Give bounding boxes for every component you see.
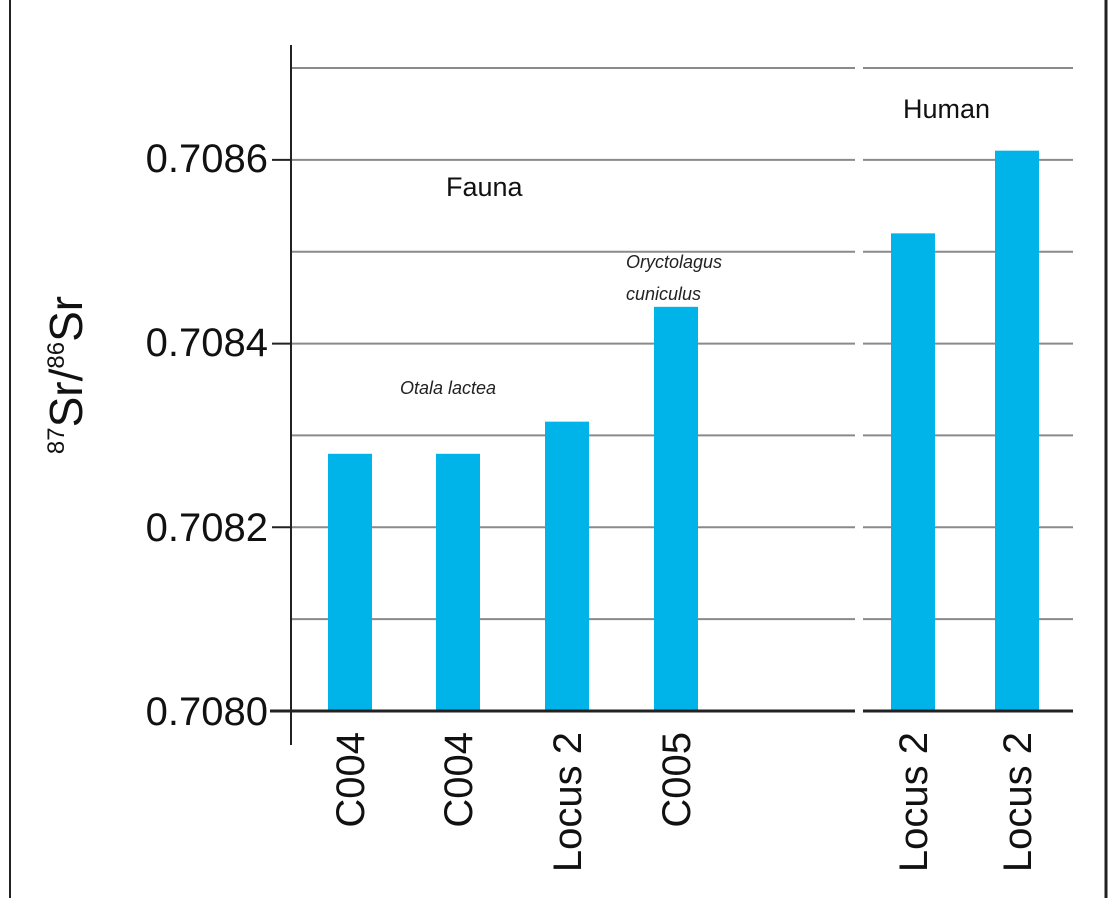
y-axis-label-sup-86: 86 bbox=[43, 342, 70, 369]
x-tick-label: C004 bbox=[329, 732, 373, 828]
x-tick-label: C005 bbox=[655, 732, 699, 828]
group-label-human: Human bbox=[903, 94, 990, 124]
x-tick-labels: C004 C004 Locus 2 C005 Locus 2 Locus 2 bbox=[329, 732, 1040, 872]
y-axis-label-sr-2: Sr bbox=[40, 296, 92, 342]
y-axis-label: 87Sr/86Sr bbox=[40, 296, 92, 454]
bar bbox=[654, 306, 698, 711]
y-axis-label-sup-87: 87 bbox=[43, 427, 70, 454]
y-tick-label: 0.7084 bbox=[146, 321, 268, 365]
y-tick-labels: 0.7080 0.7082 0.7084 0.7086 bbox=[146, 137, 268, 734]
x-tick-label: Locus 2 bbox=[892, 732, 936, 872]
x-tick-label: C004 bbox=[437, 732, 481, 828]
annotation-oryctolagus-line1: Oryctolagus bbox=[626, 252, 722, 272]
group-label-fauna: Fauna bbox=[446, 172, 524, 202]
annotation-otala-lactea: Otala lactea bbox=[400, 378, 496, 398]
x-tick-label: Locus 2 bbox=[996, 732, 1040, 872]
bar bbox=[436, 453, 480, 711]
bar bbox=[995, 150, 1039, 711]
annotation-oryctolagus-line2: cuniculus bbox=[626, 284, 701, 304]
y-axis-label-sr-1: Sr/ bbox=[40, 368, 92, 427]
bar-layer bbox=[328, 150, 1039, 712]
x-tick-label: Locus 2 bbox=[546, 732, 590, 872]
bar bbox=[545, 421, 589, 711]
y-tick-label: 0.7080 bbox=[146, 690, 268, 734]
bar bbox=[328, 453, 372, 711]
y-tick-label: 0.7086 bbox=[146, 137, 268, 181]
bar bbox=[891, 233, 935, 712]
y-tick-label: 0.7082 bbox=[146, 506, 268, 550]
